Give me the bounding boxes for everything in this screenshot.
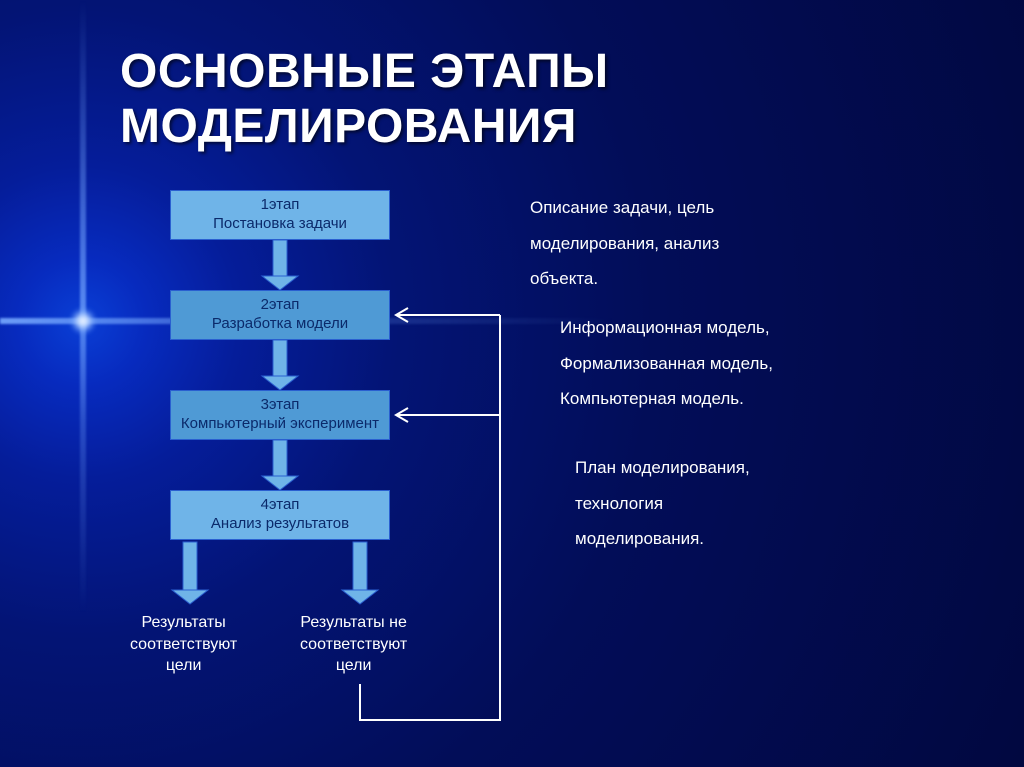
stage-1-label: Постановка задачи: [171, 215, 389, 234]
description-line: Описание задачи, цель: [530, 195, 719, 221]
result-left: Результатысоответствуютцели: [130, 612, 237, 677]
stage-1-tag: 1этап: [171, 196, 389, 215]
stage-2-description: Информационная модель, Формализованная мо…: [560, 315, 773, 422]
description-line: План моделирования,: [575, 455, 750, 481]
stage-1-description: Описание задачи, цель моделирования, анал…: [530, 195, 719, 302]
description-line: Информационная модель,: [560, 315, 773, 341]
stage-3-tag: 3этап: [171, 396, 389, 415]
description-line: Формализованная модель,: [560, 351, 773, 377]
stage-4-label: Анализ результатов: [171, 515, 389, 534]
stage-3-description: План моделирования, технология моделирован…: [575, 455, 750, 562]
stage-4-tag: 4этап: [171, 496, 389, 515]
description-line: объекта.: [530, 266, 719, 292]
stage-2-box: 2этап Разработка модели: [170, 290, 390, 340]
description-line: технология: [575, 491, 750, 517]
flowchart: 1этап Постановка задачи 2этап Разработка…: [0, 0, 1024, 767]
description-line: моделирования.: [575, 526, 750, 552]
stage-2-tag: 2этап: [171, 296, 389, 315]
stage-3-box: 3этап Компьютерный эксперимент: [170, 390, 390, 440]
result-right: Результаты несоответствуютцели: [300, 612, 407, 677]
stage-4-box: 4этап Анализ результатов: [170, 490, 390, 540]
description-line: моделирования, анализ: [530, 231, 719, 257]
stage-1-box: 1этап Постановка задачи: [170, 190, 390, 240]
description-line: Компьютерная модель.: [560, 386, 773, 412]
stage-2-label: Разработка модели: [171, 315, 389, 334]
stage-3-label: Компьютерный эксперимент: [171, 415, 389, 434]
